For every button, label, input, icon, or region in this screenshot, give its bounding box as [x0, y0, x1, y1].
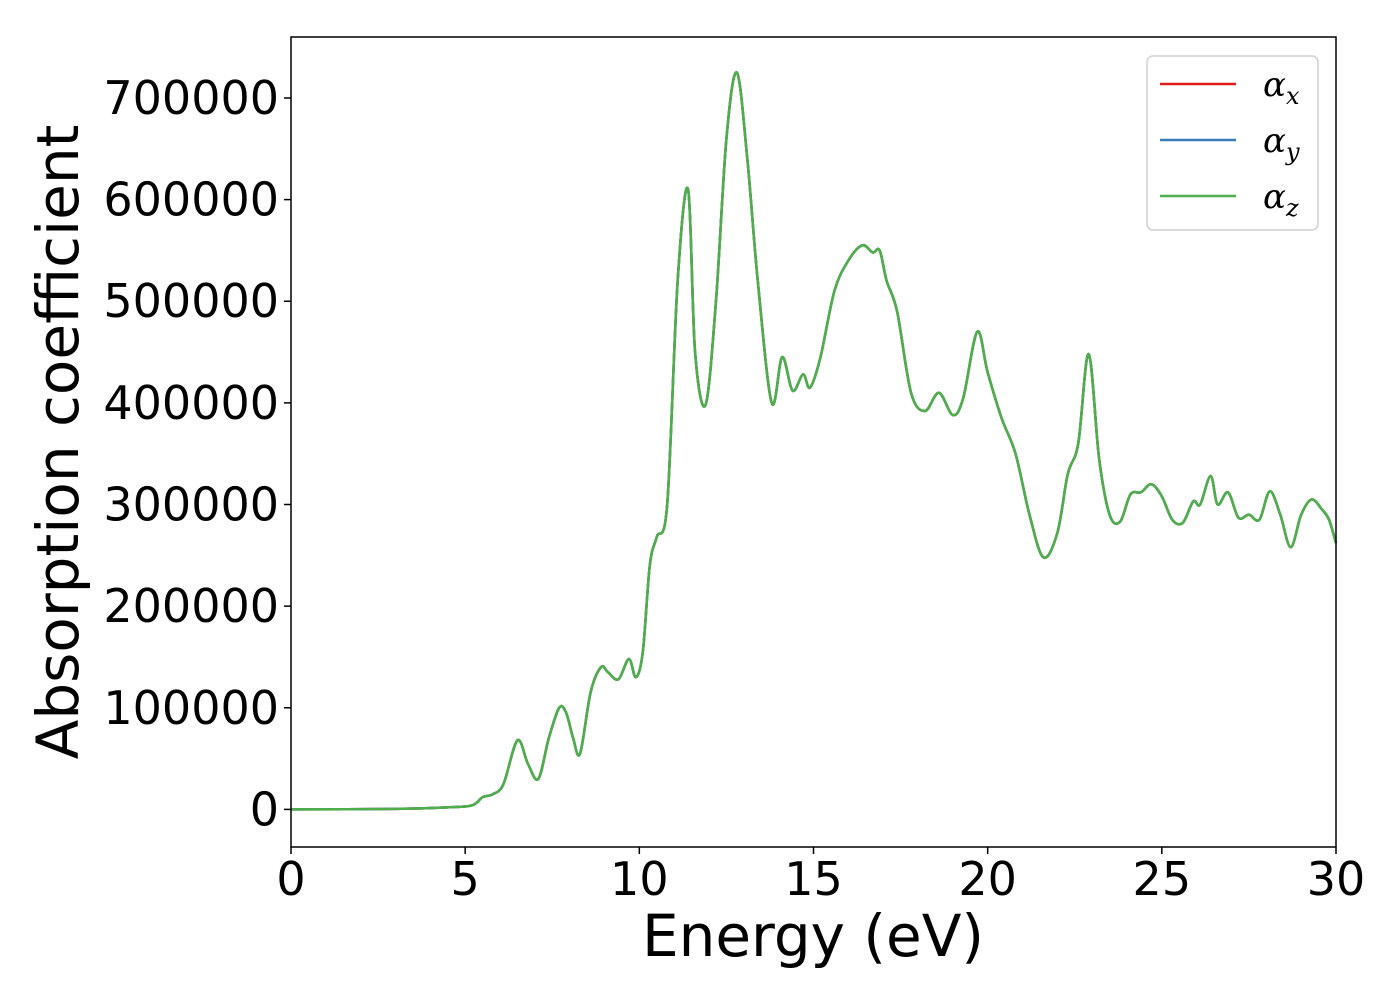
x-tick-label: 10 [610, 852, 669, 906]
x-tick-label: 0 [276, 852, 305, 906]
series-line-z [290, 71, 1338, 811]
x-tick-label: 20 [958, 852, 1017, 906]
y-axis: 0 100000 200000 300000 400000 500000 600000 700… [103, 71, 291, 836]
y-tick-label: 600000 [103, 173, 279, 227]
y-tick-label: 100000 [103, 681, 279, 735]
x-tick-label: 25 [1133, 852, 1192, 906]
y-tick-label: 500000 [103, 274, 279, 328]
x-axis-title: Energy (eV) [642, 902, 984, 970]
series-layer [290, 71, 1338, 811]
x-tick-label: 15 [784, 852, 843, 906]
x-tick-label: 5 [451, 852, 480, 906]
y-tick-label: 200000 [103, 579, 279, 633]
y-axis-title: Absorption coefficient [24, 125, 92, 760]
legend-box [1146, 55, 1319, 231]
y-tick-label: 400000 [103, 376, 279, 430]
x-axis: 0 5 10 15 20 25 30 [276, 847, 1365, 906]
x-tick-label: 30 [1307, 852, 1366, 906]
y-tick-label: 0 [250, 782, 279, 836]
y-tick-label: 700000 [103, 71, 279, 125]
y-tick-label: 300000 [103, 478, 279, 532]
